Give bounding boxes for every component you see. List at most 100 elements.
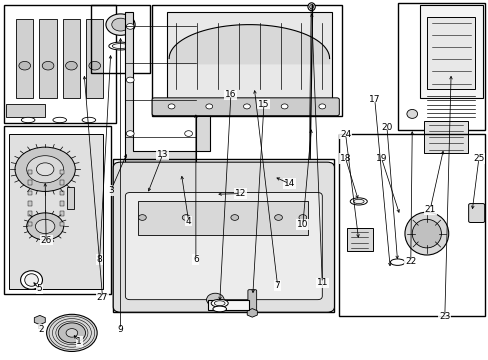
- FancyBboxPatch shape: [247, 290, 256, 311]
- Ellipse shape: [53, 117, 66, 123]
- Bar: [62, 19, 80, 98]
- Text: 9: 9: [118, 325, 123, 334]
- Ellipse shape: [307, 3, 315, 11]
- Text: 13: 13: [157, 150, 168, 159]
- Circle shape: [36, 163, 54, 176]
- Bar: [60, 222, 63, 226]
- Circle shape: [126, 131, 134, 136]
- Ellipse shape: [82, 117, 96, 123]
- Circle shape: [89, 62, 101, 70]
- Text: 27: 27: [97, 293, 108, 302]
- Text: 19: 19: [375, 154, 386, 163]
- Text: 3: 3: [108, 186, 113, 195]
- Circle shape: [138, 215, 146, 220]
- Text: 26: 26: [41, 235, 52, 244]
- Ellipse shape: [353, 199, 364, 203]
- Circle shape: [35, 219, 55, 234]
- Text: 18: 18: [339, 154, 351, 163]
- Circle shape: [126, 77, 134, 83]
- Bar: [9, 134, 103, 289]
- Circle shape: [298, 215, 306, 220]
- Circle shape: [318, 104, 325, 109]
- Circle shape: [112, 18, 129, 31]
- Circle shape: [281, 104, 287, 109]
- Circle shape: [65, 62, 77, 70]
- Circle shape: [126, 23, 134, 29]
- Bar: [152, 5, 341, 116]
- Circle shape: [205, 104, 212, 109]
- Bar: [28, 180, 32, 185]
- Circle shape: [274, 215, 282, 220]
- Text: 16: 16: [224, 90, 236, 99]
- Ellipse shape: [411, 219, 441, 248]
- Text: 7: 7: [274, 281, 280, 290]
- Ellipse shape: [349, 198, 366, 205]
- FancyBboxPatch shape: [113, 162, 334, 312]
- Circle shape: [66, 329, 78, 337]
- Polygon shape: [125, 12, 210, 173]
- Circle shape: [58, 323, 85, 343]
- Circle shape: [27, 213, 63, 240]
- Text: 5: 5: [37, 284, 42, 293]
- Circle shape: [168, 104, 175, 109]
- Bar: [207, 300, 249, 310]
- Ellipse shape: [20, 271, 42, 289]
- Text: 4: 4: [185, 217, 191, 226]
- Text: 23: 23: [438, 312, 449, 321]
- Text: 11: 11: [316, 278, 327, 287]
- Bar: [60, 190, 63, 195]
- Bar: [397, 3, 484, 130]
- Ellipse shape: [25, 274, 38, 286]
- Text: 22: 22: [405, 257, 416, 266]
- Bar: [346, 228, 372, 251]
- Bar: [91, 5, 149, 73]
- Circle shape: [230, 215, 238, 220]
- Text: 20: 20: [381, 123, 392, 132]
- Bar: [60, 180, 63, 185]
- Bar: [39, 19, 57, 98]
- Bar: [426, 18, 474, 89]
- Ellipse shape: [309, 5, 313, 9]
- Ellipse shape: [404, 212, 448, 255]
- Ellipse shape: [112, 44, 128, 49]
- Ellipse shape: [212, 306, 226, 312]
- Text: 12: 12: [234, 189, 246, 198]
- Bar: [419, 5, 482, 98]
- Bar: [28, 201, 32, 206]
- FancyBboxPatch shape: [152, 98, 339, 116]
- FancyBboxPatch shape: [468, 203, 484, 222]
- Circle shape: [206, 293, 224, 306]
- Text: 25: 25: [472, 154, 484, 163]
- Bar: [86, 19, 103, 98]
- Text: 1: 1: [76, 337, 82, 346]
- Circle shape: [46, 314, 97, 351]
- Ellipse shape: [21, 117, 35, 123]
- Circle shape: [27, 156, 63, 183]
- Bar: [28, 170, 32, 175]
- Ellipse shape: [214, 301, 224, 306]
- Circle shape: [243, 104, 250, 109]
- Circle shape: [15, 147, 75, 192]
- Bar: [113, 158, 334, 312]
- Text: 17: 17: [368, 95, 380, 104]
- Text: 15: 15: [258, 100, 269, 109]
- Ellipse shape: [389, 259, 404, 265]
- Text: 14: 14: [283, 179, 294, 188]
- Bar: [60, 201, 63, 206]
- Ellipse shape: [109, 42, 132, 50]
- Bar: [60, 211, 63, 216]
- FancyBboxPatch shape: [125, 193, 322, 300]
- Bar: [16, 19, 33, 98]
- Circle shape: [182, 215, 190, 220]
- Bar: [339, 134, 484, 316]
- Text: 2: 2: [39, 325, 44, 334]
- Circle shape: [19, 62, 30, 70]
- Bar: [137, 202, 307, 235]
- Bar: [67, 187, 74, 208]
- Text: 8: 8: [97, 255, 102, 264]
- Bar: [28, 211, 32, 216]
- Bar: [28, 222, 32, 226]
- Bar: [28, 190, 32, 195]
- Text: 6: 6: [193, 255, 198, 264]
- Bar: [60, 170, 63, 175]
